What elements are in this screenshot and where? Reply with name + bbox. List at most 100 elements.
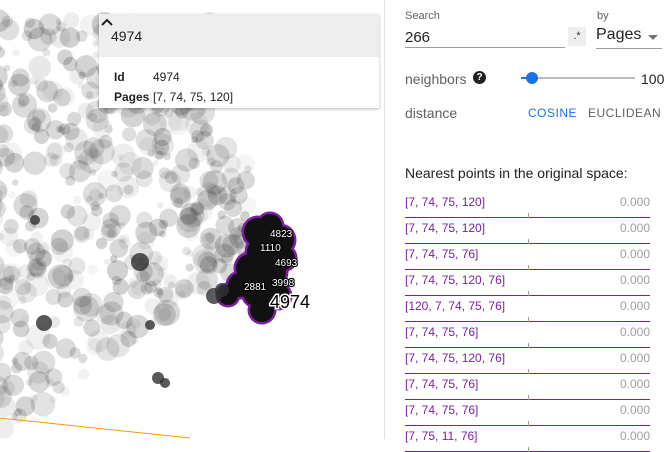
data-point[interactable] xyxy=(98,134,113,149)
data-point[interactable] xyxy=(145,320,155,330)
data-point[interactable] xyxy=(0,126,9,144)
data-point[interactable] xyxy=(27,361,50,384)
data-point[interactable] xyxy=(23,238,41,255)
data-point[interactable] xyxy=(199,227,222,250)
data-point[interactable] xyxy=(123,323,136,337)
data-point[interactable] xyxy=(86,338,103,355)
data-point[interactable] xyxy=(55,338,76,359)
data-point[interactable] xyxy=(89,168,97,176)
data-point[interactable] xyxy=(63,12,80,28)
data-point[interactable] xyxy=(58,123,71,135)
data-point[interactable] xyxy=(0,270,3,284)
data-point[interactable] xyxy=(30,231,43,244)
data-point[interactable] xyxy=(183,185,197,199)
data-point[interactable] xyxy=(78,71,87,80)
data-point[interactable] xyxy=(240,211,250,222)
data-point[interactable] xyxy=(0,185,8,196)
data-point[interactable] xyxy=(33,128,50,144)
data-point[interactable] xyxy=(0,376,8,396)
data-point[interactable] xyxy=(23,18,45,40)
data-point[interactable] xyxy=(31,350,56,374)
data-point[interactable] xyxy=(63,56,78,72)
data-point[interactable] xyxy=(0,276,14,291)
data-point[interactable] xyxy=(13,193,38,218)
data-point[interactable] xyxy=(131,282,145,296)
data-point[interactable] xyxy=(244,165,252,173)
data-point[interactable] xyxy=(59,27,81,48)
data-point[interactable] xyxy=(153,255,169,272)
data-point[interactable] xyxy=(73,226,91,243)
data-point[interactable] xyxy=(185,263,194,272)
data-point[interactable] xyxy=(81,81,100,100)
data-point[interactable] xyxy=(95,337,120,361)
data-point[interactable] xyxy=(136,211,153,229)
data-point[interactable] xyxy=(221,167,242,188)
data-point[interactable] xyxy=(52,88,71,107)
data-point[interactable] xyxy=(8,274,16,281)
data-point[interactable] xyxy=(212,258,228,274)
data-point[interactable] xyxy=(52,265,74,287)
data-point[interactable] xyxy=(0,65,8,88)
distance-cosine-button[interactable]: COSINE xyxy=(528,106,578,120)
data-point[interactable] xyxy=(0,211,4,228)
data-point[interactable] xyxy=(191,202,205,216)
data-point[interactable] xyxy=(178,290,186,299)
data-point[interactable] xyxy=(222,154,241,173)
data-point[interactable] xyxy=(85,108,109,132)
data-point[interactable] xyxy=(138,137,158,156)
data-point[interactable] xyxy=(0,124,14,144)
data-point[interactable] xyxy=(28,248,52,271)
data-point[interactable] xyxy=(36,315,52,331)
data-point[interactable] xyxy=(12,351,32,371)
data-point[interactable] xyxy=(191,136,198,143)
distance-euclidean-button[interactable]: EUCLIDEAN xyxy=(588,106,662,120)
data-point[interactable] xyxy=(78,148,104,174)
data-point[interactable] xyxy=(75,55,98,78)
data-point[interactable] xyxy=(127,280,147,300)
data-point[interactable] xyxy=(15,396,36,417)
data-point[interactable] xyxy=(144,297,161,314)
data-point[interactable] xyxy=(199,171,219,190)
data-point[interactable] xyxy=(38,13,62,36)
data-point[interactable] xyxy=(173,197,184,208)
data-point[interactable] xyxy=(127,277,138,288)
nearest-point-row[interactable]: [7, 74, 75, 76] 0.000 xyxy=(405,244,650,270)
data-point[interactable] xyxy=(117,175,140,198)
data-point[interactable] xyxy=(69,68,86,85)
data-point[interactable] xyxy=(118,321,137,339)
data-point[interactable] xyxy=(100,223,119,242)
data-point[interactable] xyxy=(86,91,94,99)
data-point[interactable] xyxy=(111,143,136,168)
data-point[interactable] xyxy=(25,379,33,386)
data-point[interactable] xyxy=(0,277,14,295)
data-point[interactable] xyxy=(120,330,137,347)
data-point[interactable] xyxy=(36,241,50,255)
data-point[interactable] xyxy=(205,232,216,243)
data-point[interactable] xyxy=(0,147,15,167)
data-point[interactable] xyxy=(102,212,120,230)
data-point[interactable] xyxy=(62,258,73,268)
data-point[interactable] xyxy=(233,233,241,241)
data-point[interactable] xyxy=(106,333,131,358)
data-point[interactable] xyxy=(206,157,216,167)
data-point[interactable] xyxy=(66,205,88,227)
data-point[interactable] xyxy=(159,208,178,228)
data-point[interactable] xyxy=(115,311,133,329)
data-point[interactable] xyxy=(111,170,118,178)
data-point[interactable] xyxy=(104,124,113,133)
data-point[interactable] xyxy=(101,218,121,239)
data-point[interactable] xyxy=(224,199,243,218)
nearest-point-row[interactable]: [7, 74, 75, 120, 76] 0.000 xyxy=(405,270,650,296)
data-point[interactable] xyxy=(1,15,14,28)
nearest-point-row[interactable]: [7, 74, 75, 76] 0.000 xyxy=(405,322,650,348)
data-point[interactable] xyxy=(123,184,134,195)
data-point[interactable] xyxy=(199,123,214,137)
data-point[interactable] xyxy=(120,103,145,128)
data-point[interactable] xyxy=(153,128,172,147)
data-point[interactable] xyxy=(0,328,4,347)
data-point[interactable] xyxy=(56,21,67,32)
neighbors-slider[interactable] xyxy=(521,72,635,84)
data-point[interactable] xyxy=(62,123,80,141)
data-point[interactable] xyxy=(180,207,198,225)
data-point[interactable] xyxy=(0,19,20,41)
